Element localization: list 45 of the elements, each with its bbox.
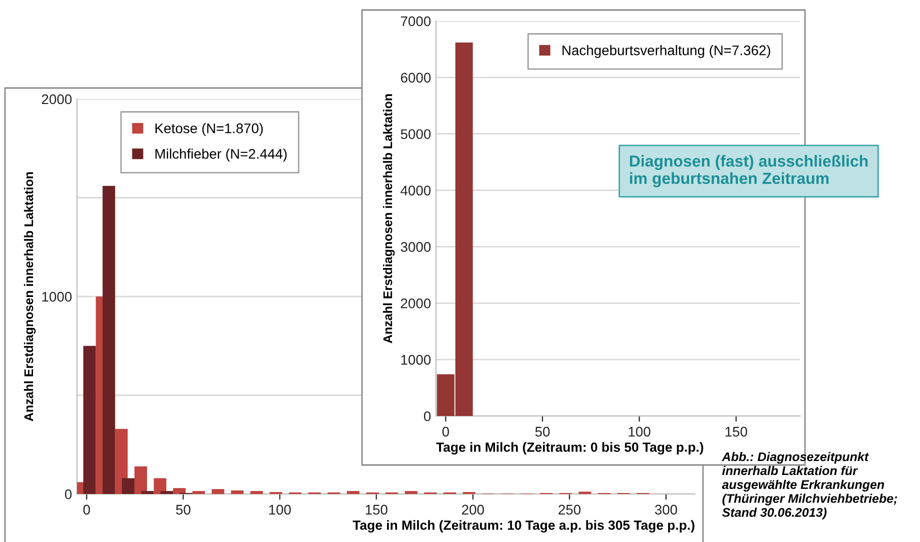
- x-tick-label: 50: [176, 504, 190, 515]
- x-tick-label: 200: [462, 504, 484, 515]
- x-tick-label: 0: [442, 426, 449, 437]
- bar: [160, 491, 174, 494]
- y-tick-label: 2000: [400, 298, 431, 308]
- legend-label: Milchfieber (N=2.444): [155, 148, 287, 162]
- y-tick-label: 3000: [400, 242, 431, 252]
- x-tick-label: 100: [269, 504, 291, 515]
- x-tick-label: 100: [628, 426, 650, 437]
- y-tick-label: 0: [64, 489, 72, 500]
- legend-label: Ketose (N=1.870): [155, 123, 263, 136]
- bar: [154, 478, 166, 494]
- bar: [141, 491, 154, 494]
- bar: [250, 491, 263, 494]
- bar: [173, 488, 186, 494]
- y-tick-label: 7000: [400, 16, 431, 26]
- x-axis-title: Tage in Milch (Zeitraum: 0 bis 50 Tage p.p.): [436, 442, 704, 454]
- x-tick-label: 0: [83, 504, 90, 515]
- bar: [212, 489, 224, 494]
- y-tick-label: 0: [424, 411, 431, 422]
- bar: [83, 346, 96, 494]
- y-tick-label: 5000: [400, 129, 431, 140]
- x-axis-title: Tage in Milch (Zeitraum: 10 Tage a.p. bis 305 Tage p.p.): [352, 520, 694, 532]
- y-tick-label: 1000: [401, 354, 431, 365]
- bar: [122, 478, 134, 494]
- y-tick-label: 4000: [400, 186, 431, 196]
- bar: [134, 466, 148, 494]
- annotation: Diagnosen (fast) ausschließlich im geburtsnahen Zeitraum: [630, 154, 868, 188]
- x-tick-label: 150: [366, 504, 388, 515]
- y-axis-title: Anzahl Erstdiagnosen innerhalb Laktation: [24, 172, 36, 422]
- bar: [231, 490, 244, 494]
- x-tick-label: 50: [535, 426, 550, 437]
- x-tick-label: 300: [654, 504, 678, 515]
- bar: [102, 186, 116, 494]
- legend-label: Nachgeburtsverhaltung (N=7.362): [562, 45, 770, 58]
- bar: [192, 491, 205, 494]
- y-tick-label: 2000: [42, 94, 72, 104]
- x-tick-label: 250: [558, 504, 581, 515]
- text: Abb.: Diagnosezeitpunkt innerhalb Laktation für ausgewählte Erkrankungen (Thüringer Milchviehbetriebe; Stand 30.06.2013): [722, 452, 898, 520]
- x-tick-label: 150: [726, 426, 748, 437]
- bar: [346, 491, 360, 494]
- bar: [404, 491, 418, 494]
- y-axis-title: Anzahl Erstdiagnosen innerhalb Laktation: [382, 94, 395, 344]
- y-tick-label: 6000: [400, 72, 431, 83]
- y-tick-label: 1000: [42, 292, 72, 302]
